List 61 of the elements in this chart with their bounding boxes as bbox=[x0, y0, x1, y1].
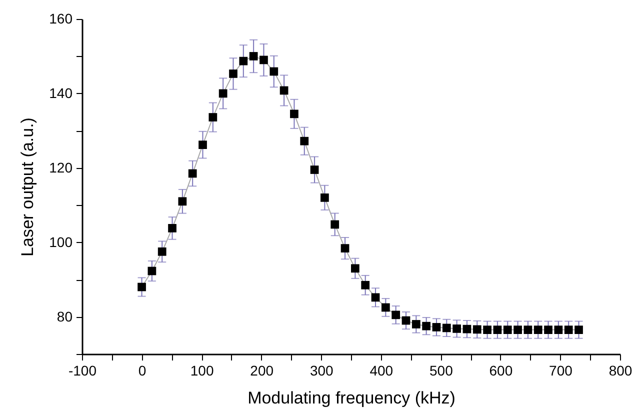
point bbox=[138, 282, 146, 292]
point bbox=[361, 280, 370, 290]
point bbox=[178, 197, 187, 206]
point bbox=[564, 326, 573, 334]
point bbox=[290, 110, 298, 118]
point bbox=[320, 193, 329, 202]
point bbox=[392, 310, 400, 320]
y-tick-label: 140 bbox=[49, 84, 73, 101]
point bbox=[574, 326, 583, 334]
point bbox=[351, 264, 360, 273]
point bbox=[554, 326, 563, 334]
x-tick-label: 600 bbox=[489, 362, 513, 378]
point bbox=[493, 326, 502, 334]
point bbox=[544, 326, 552, 334]
point bbox=[402, 316, 410, 325]
point bbox=[371, 293, 380, 302]
y-axis-title: Laser output (a.u.) bbox=[18, 118, 38, 256]
point bbox=[229, 70, 238, 78]
point bbox=[310, 166, 319, 174]
point bbox=[340, 244, 350, 252]
x-tick-label: 0 bbox=[138, 362, 146, 378]
point bbox=[300, 136, 309, 146]
point bbox=[412, 320, 420, 328]
point bbox=[442, 324, 451, 332]
point bbox=[472, 325, 482, 334]
x-axis-title: Modulating frequency (kHz) bbox=[248, 388, 456, 408]
point bbox=[534, 326, 542, 334]
x-tick-label: -100 bbox=[68, 362, 97, 378]
point bbox=[148, 266, 156, 276]
y-tick-label: 160 bbox=[49, 10, 73, 26]
point bbox=[218, 89, 228, 98]
point bbox=[462, 324, 472, 334]
point bbox=[381, 303, 390, 312]
point bbox=[330, 220, 340, 229]
x-tick-label: 300 bbox=[310, 362, 334, 378]
point bbox=[158, 247, 166, 256]
point bbox=[249, 52, 258, 60]
x-tick-label: 100 bbox=[190, 362, 214, 378]
point bbox=[239, 56, 248, 66]
x-tick-label: 800 bbox=[608, 362, 632, 378]
point bbox=[514, 326, 522, 334]
x-tick-label: 200 bbox=[250, 362, 274, 378]
point bbox=[483, 326, 492, 334]
point bbox=[524, 326, 532, 334]
point bbox=[280, 86, 288, 95]
y-tick-label: 80 bbox=[56, 308, 73, 324]
point bbox=[422, 322, 431, 330]
point bbox=[260, 56, 268, 64]
x-tick-label: 700 bbox=[549, 362, 573, 378]
point bbox=[188, 169, 197, 178]
point bbox=[503, 326, 512, 334]
point bbox=[168, 224, 176, 232]
y-tick-label: 100 bbox=[49, 234, 73, 250]
point bbox=[452, 324, 461, 333]
point bbox=[208, 113, 218, 122]
point bbox=[432, 323, 441, 332]
y-tick-label: 120 bbox=[49, 159, 73, 176]
point bbox=[270, 67, 278, 76]
x-tick-label: 500 bbox=[429, 362, 454, 378]
x-tick-label: 400 bbox=[370, 362, 394, 378]
point bbox=[198, 140, 207, 149]
